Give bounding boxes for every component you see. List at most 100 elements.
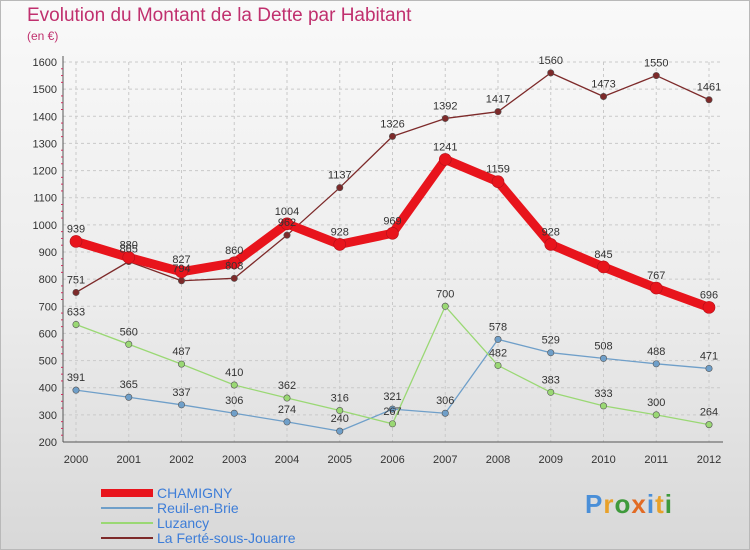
data-label: 1159 (486, 164, 510, 176)
data-label: 1326 (380, 118, 404, 130)
data-point (230, 274, 238, 282)
y-tick-label: 400 (39, 383, 57, 395)
legend-swatch (101, 488, 153, 497)
data-label: 274 (278, 404, 296, 416)
data-label: 1417 (486, 94, 510, 106)
data-label: 880 (120, 239, 138, 251)
legend-swatch (101, 506, 153, 509)
data-label: 696 (700, 289, 718, 301)
data-point (122, 251, 136, 264)
legend-item: Luzancy (101, 514, 296, 531)
data-label: 578 (489, 321, 507, 333)
data-label: 969 (383, 215, 401, 227)
x-tick-label: 2012 (697, 454, 721, 466)
x-tick-label: 2008 (486, 454, 510, 466)
data-label: 508 (594, 340, 612, 352)
data-label: 482 (489, 347, 507, 359)
data-point (227, 256, 241, 270)
data-label: 1392 (433, 100, 457, 112)
legend-label: Reuil-en-Brie (157, 499, 239, 516)
data-point (178, 401, 186, 409)
data-label: 362 (278, 380, 296, 392)
data-label: 240 (331, 413, 349, 425)
data-point (652, 360, 660, 368)
y-tick-label: 1400 (33, 111, 57, 123)
data-point (178, 360, 186, 368)
y-tick-label: 600 (39, 328, 57, 340)
data-label: 1473 (591, 78, 615, 90)
data-point (386, 226, 399, 240)
data-point (72, 320, 80, 328)
data-point (438, 153, 452, 166)
chart-unit-label: (en €) (27, 29, 59, 43)
data-point (230, 409, 238, 417)
data-label: 939 (67, 223, 85, 235)
data-point (599, 402, 607, 410)
data-label: 803 (225, 260, 243, 272)
data-point (336, 407, 344, 415)
data-label: 928 (331, 226, 349, 238)
x-tick-label: 2006 (380, 454, 404, 466)
y-tick-label: 500 (39, 356, 57, 368)
logo-letter: P (585, 489, 604, 519)
legend-swatch (101, 521, 153, 524)
legend-label: La Ferté-sous-Jouarre (157, 529, 296, 546)
data-point (547, 69, 555, 77)
data-point (705, 421, 713, 429)
x-tick-label: 2002 (169, 454, 193, 466)
data-point (388, 420, 396, 428)
data-point (702, 301, 716, 314)
data-label: 845 (594, 249, 612, 261)
data-label: 962 (278, 217, 296, 229)
data-point (652, 411, 660, 419)
data-label: 1241 (433, 141, 457, 153)
x-tick-label: 2009 (539, 454, 563, 466)
data-label: 794 (172, 263, 190, 275)
y-tick-label: 300 (39, 410, 57, 422)
x-tick-label: 2010 (591, 454, 615, 466)
logo-letter: o (614, 489, 632, 519)
data-label: 767 (647, 270, 665, 282)
y-tick-label: 1100 (33, 193, 57, 205)
data-label: 865 (120, 244, 138, 256)
data-label: 306 (225, 395, 243, 407)
data-point (599, 92, 607, 100)
data-point (705, 96, 713, 104)
data-label: 860 (225, 245, 243, 257)
data-label: 1137 (328, 170, 352, 182)
proxiti-logo: Proxiti (585, 489, 673, 520)
data-label: 488 (647, 346, 665, 358)
data-point (72, 386, 80, 394)
data-point (441, 409, 449, 417)
data-point (441, 302, 449, 310)
data-point (69, 235, 83, 248)
logo-letter: x (631, 489, 647, 519)
legend-label: Luzancy (157, 514, 210, 531)
y-tick-label: 1300 (33, 138, 57, 150)
data-label: 633 (67, 306, 85, 318)
legend-item: La Ferté-sous-Jouarre (101, 529, 296, 546)
data-point (547, 388, 555, 396)
data-point (441, 114, 449, 122)
x-tick-label: 2005 (328, 454, 352, 466)
data-label: 383 (542, 374, 560, 386)
logo-letter: i (664, 489, 673, 519)
y-tick-label: 800 (39, 274, 57, 286)
legend-swatch (101, 536, 153, 539)
data-point (652, 72, 660, 80)
data-point (547, 349, 555, 357)
data-label: 333 (594, 388, 612, 400)
data-point (283, 418, 291, 426)
data-point (175, 265, 188, 279)
y-tick-label: 1500 (33, 84, 57, 96)
y-tick-label: 200 (39, 437, 57, 449)
y-tick-label: 1000 (33, 220, 57, 232)
data-label: 267 (383, 406, 401, 418)
data-label: 1004 (275, 206, 299, 218)
data-point (388, 132, 396, 140)
data-label: 1550 (644, 58, 668, 70)
data-label: 300 (647, 397, 665, 409)
data-label: 264 (700, 407, 718, 419)
data-point (599, 354, 607, 362)
